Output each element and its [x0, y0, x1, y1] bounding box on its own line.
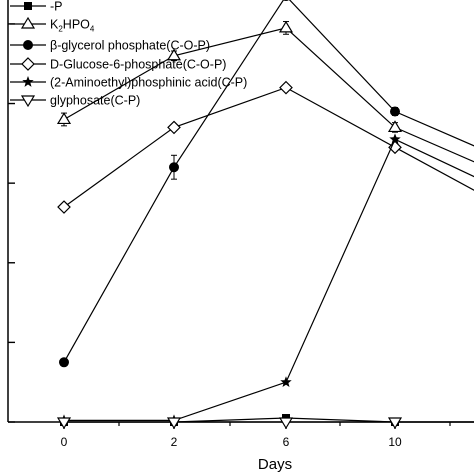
data-point	[166, 417, 182, 430]
legend-item-6: glyphosate(C-P)	[10, 94, 140, 108]
legend-marker	[20, 95, 36, 108]
x-tick-label: 2	[171, 435, 178, 449]
data-point	[388, 140, 402, 155]
data-point	[167, 120, 181, 135]
legend-marker	[21, 57, 35, 71]
data-point	[279, 80, 293, 95]
data-point	[56, 112, 72, 125]
x-tick-label: 10	[388, 435, 402, 449]
legend-marker	[24, 2, 32, 10]
legend-item-1: -P	[10, 0, 63, 14]
data-point	[59, 357, 69, 368]
series-5	[58, 133, 474, 426]
data-point	[389, 133, 401, 145]
x-tick-label: 6	[283, 435, 290, 449]
data-point	[387, 417, 403, 430]
data-point	[57, 200, 71, 214]
x-tick-label: 0	[61, 435, 68, 449]
series-4	[57, 80, 474, 214]
data-point	[166, 48, 182, 61]
legend-label: D-Glucose-6-phosphate(C-O-P)	[50, 58, 226, 72]
x-axis-title: Days	[258, 456, 292, 473]
legend: -P K2HPO4 β-glycerol phosphate(C-O-P) D-Glu…	[10, 0, 247, 108]
legend-label: β-glycerol phosphate(C-O-P)	[50, 39, 210, 53]
series-line	[64, 138, 474, 422]
data-point	[278, 20, 294, 33]
data-point	[56, 417, 72, 430]
legend-label: K2HPO4	[50, 18, 95, 34]
data-point	[390, 106, 400, 117]
legend-item-3: β-glycerol phosphate(C-O-P)	[10, 39, 210, 53]
legend-item-2: K2HPO4	[10, 16, 95, 34]
legend-item-4: D-Glucose-6-phosphate(C-O-P)	[10, 57, 226, 72]
legend-label: (2-Aminoethyl)phosphinic acid(C-P)	[50, 76, 247, 90]
legend-marker	[23, 40, 33, 50]
data-point	[278, 417, 294, 430]
series-2	[56, 20, 474, 163]
series-6	[56, 417, 474, 430]
data-point	[280, 376, 292, 387]
legend-marker	[20, 16, 36, 29]
legend-marker	[22, 76, 34, 87]
legend-item-5: (2-Aminoethyl)phosphinic acid(C-P)	[10, 76, 247, 90]
series-layer	[56, 0, 474, 430]
data-point	[387, 120, 403, 133]
data-point	[282, 0, 290, 2]
series-3	[59, 0, 474, 368]
legend-label: glyphosate(C-P)	[50, 94, 140, 108]
data-point	[169, 162, 179, 173]
legend-label: -P	[50, 0, 63, 14]
series-line	[63, 0, 474, 363]
